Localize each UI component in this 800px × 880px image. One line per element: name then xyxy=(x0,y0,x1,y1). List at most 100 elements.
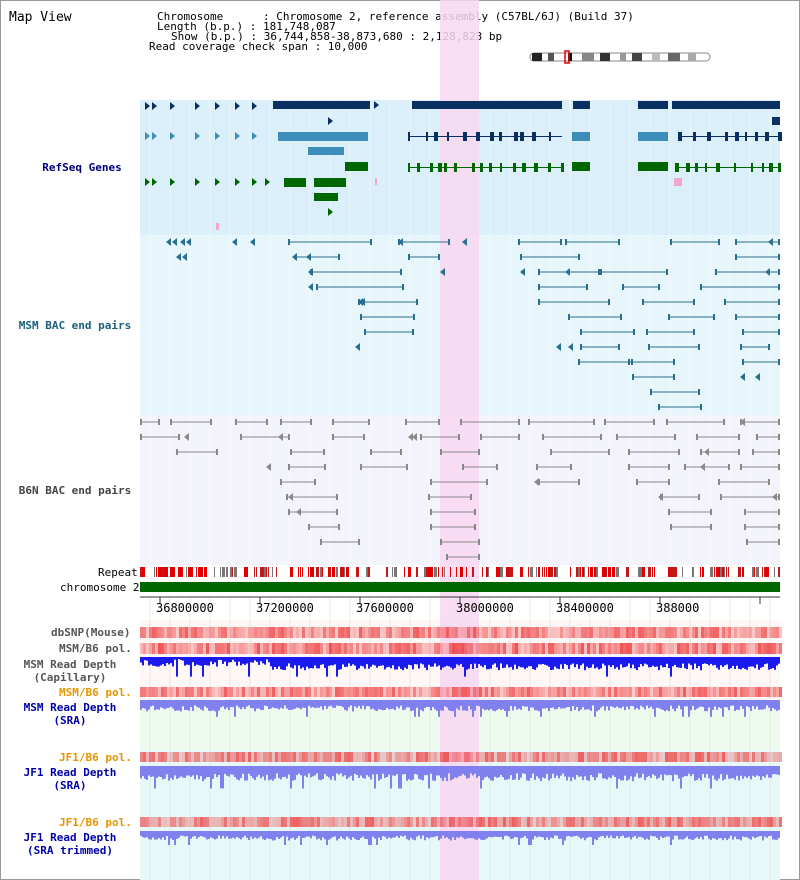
msm-sra-depth-bar xyxy=(520,700,522,710)
b6n-bac-pair-end xyxy=(744,509,746,515)
track-label-jf1-depth-trimmed: JF1 Read Depth (SRA trimmed) xyxy=(0,831,140,857)
b6n-bac-pair-end xyxy=(674,434,676,440)
dbsnp-strip-cell xyxy=(272,627,275,638)
msm-pol2-strip-cell xyxy=(164,687,167,697)
jf1-pol-strip-cell xyxy=(647,752,650,762)
msm-pol2-strip-cell xyxy=(539,687,542,697)
jf1-trim-depth-bar xyxy=(636,831,638,839)
axis-tick-label: 36800000 xyxy=(156,601,214,615)
gene-block xyxy=(572,132,590,141)
msm-sra-depth-bar xyxy=(586,700,588,710)
repeat-element xyxy=(654,567,655,577)
jf1-trim-depth-bar xyxy=(624,831,626,838)
dbsnp-strip-cell xyxy=(575,627,578,638)
msm-pol2-strip-cell xyxy=(716,687,719,697)
jf1-pol2-strip-cell xyxy=(650,817,653,827)
dbsnp-strip-cell xyxy=(368,627,371,638)
jf1-pol2-strip-cell xyxy=(170,817,173,827)
repeat-element xyxy=(640,567,643,577)
msm-pol-strip-cell xyxy=(725,643,728,654)
jf1-trim-depth-bar xyxy=(234,831,236,839)
jf1-pol-strip-cell xyxy=(617,752,620,762)
b6n-bac-pair-end xyxy=(462,464,464,470)
msm-pol2-strip-cell xyxy=(359,687,362,697)
refseq-gene-exon xyxy=(548,163,551,172)
jf1-pol-strip-cell xyxy=(404,752,407,762)
msm-pol2-strip-cell xyxy=(287,687,290,697)
jf1-pol2-strip-cell xyxy=(239,817,242,827)
msm-pol-strip-cell xyxy=(644,643,647,654)
msm-bac-pair-end xyxy=(413,314,415,320)
jf1-trim-depth-bar xyxy=(754,831,756,839)
msm-pol-strip-cell xyxy=(731,643,734,654)
dbsnp-strip-cell xyxy=(191,627,194,638)
jf1-sra-depth-bar xyxy=(224,766,226,774)
jf1-pol-strip-cell xyxy=(605,752,608,762)
jf1-pol2-strip-cell xyxy=(707,817,710,827)
dbsnp-strip-cell xyxy=(623,627,626,638)
msm-pol-strip-cell xyxy=(659,643,662,654)
jf1-trim-depth-bar xyxy=(578,831,580,837)
msm-pol-strip-cell xyxy=(563,643,566,654)
jf1-pol-strip-cell xyxy=(755,752,758,762)
dbsnp-strip-cell xyxy=(761,627,764,638)
repeat-element xyxy=(428,567,430,577)
jf1-sra-depth-bar xyxy=(748,766,750,777)
jf1-sra-depth-bar xyxy=(578,766,580,777)
msm-pol-strip-cell xyxy=(530,643,533,654)
jf1-sra-depth-bar xyxy=(394,766,396,776)
dbsnp-strip-cell xyxy=(164,627,167,638)
jf1-sra-depth-bar xyxy=(572,766,574,778)
jf1-sra-depth-bar xyxy=(752,766,754,776)
dbsnp-strip-cell xyxy=(713,627,716,638)
jf1-pol2-strip-cell xyxy=(263,817,266,827)
jf1-trim-depth-bar xyxy=(688,831,690,840)
info-length: Length (b.p.) : 181,748,087 xyxy=(157,20,336,33)
msm-capillary-depth-bar xyxy=(250,657,252,663)
track-panel[interactable]: 36800000 37200000 37600000 38000000 38400000… xyxy=(140,0,785,880)
gene-block xyxy=(638,132,668,141)
msm-sra-depth-bar xyxy=(452,700,454,712)
msm-capillary-depth-bar xyxy=(188,657,190,665)
jf1-trim-depth-bar xyxy=(182,831,184,836)
ideogram-position-marker xyxy=(564,50,570,64)
jf1-pol-strip-cell xyxy=(536,752,539,762)
repeat-element xyxy=(538,567,540,577)
jf1-pol2-strip-cell xyxy=(500,817,503,827)
msm-depth-cap-line1: MSM Read Depth xyxy=(23,658,117,671)
chromosome-ideogram[interactable] xyxy=(528,50,714,66)
msm-capillary-depth-bar xyxy=(364,657,366,669)
jf1-sra-depth-bar xyxy=(504,766,506,780)
msm-pol-strip-cell xyxy=(383,643,386,654)
msm-pol-strip-cell xyxy=(350,643,353,654)
jf1-sra-depth-bar xyxy=(212,766,214,779)
jf1-pol2-strip-cell xyxy=(365,817,368,827)
jf1-pol-strip-cell xyxy=(713,752,716,762)
gene-block xyxy=(772,117,780,125)
repeat-element xyxy=(580,567,581,577)
dbsnp-strip-cell xyxy=(518,627,521,638)
jf1-trim-depth-bar xyxy=(704,831,706,836)
msm-sra-depth-bar xyxy=(770,700,772,712)
msm-pol2-strip-cell xyxy=(755,687,758,697)
jf1-sra-depth-bar xyxy=(754,766,756,777)
jf1-sra-depth-bar xyxy=(684,766,686,777)
b6n-bac-pair-end xyxy=(666,419,668,425)
jf1-sra-depth-bar xyxy=(720,766,722,775)
msm-pol2-strip-cell xyxy=(620,687,623,697)
msm-pol2-strip-cell xyxy=(140,687,143,697)
msm-sra-depth-bar xyxy=(302,700,304,708)
msm-sra-depth-bar xyxy=(264,700,266,706)
jf1-trim-depth-bar xyxy=(648,831,650,840)
jf1-trim-depth-bar xyxy=(186,831,188,837)
repeat-element xyxy=(434,567,437,577)
msm-sra-depth-bar xyxy=(746,700,748,707)
msm-pol-strip-cell xyxy=(215,643,218,654)
msm-capillary-depth-bar xyxy=(152,657,154,666)
jf1-pol2-strip-cell xyxy=(488,817,491,827)
msm-capillary-depth-bar xyxy=(768,657,770,670)
msm-pol-strip-cell xyxy=(317,643,320,654)
dbsnp-strip-cell xyxy=(197,627,200,638)
msm-bac-pair-end xyxy=(316,284,318,290)
msm-capillary-depth-bar xyxy=(530,657,532,667)
